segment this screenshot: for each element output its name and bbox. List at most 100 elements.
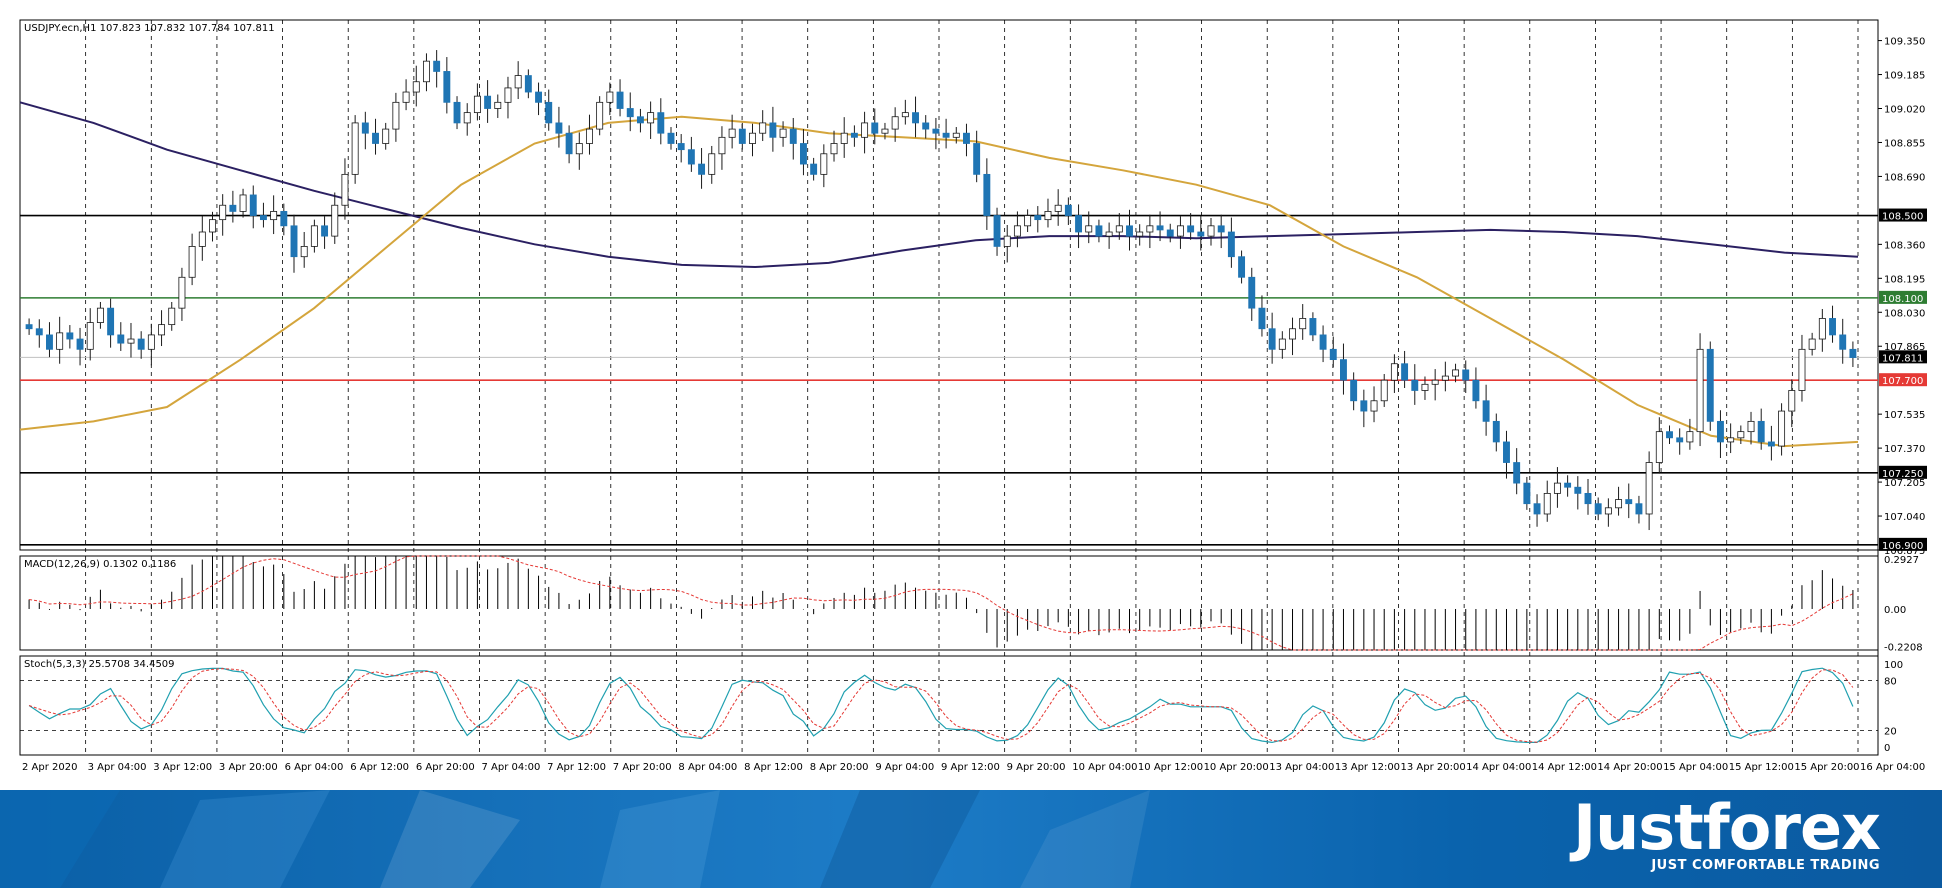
candle — [1136, 231, 1144, 237]
y-tick-label: 108.195 — [1884, 274, 1925, 285]
candle — [861, 122, 869, 138]
x-tick-label: 3 Apr 12:00 — [153, 762, 212, 773]
candle — [891, 116, 899, 130]
candle — [667, 132, 675, 144]
candle — [596, 101, 604, 130]
candle — [423, 60, 430, 83]
x-tick-label: 8 Apr 20:00 — [810, 762, 869, 773]
x-tick-label: 10 Apr 04:00 — [1072, 762, 1137, 773]
current-price-label: 107.811 — [1882, 353, 1923, 364]
candle — [310, 225, 318, 247]
candle — [738, 128, 746, 144]
candle — [1492, 420, 1500, 443]
candle — [759, 122, 767, 134]
candle — [1778, 410, 1786, 447]
candle — [1666, 431, 1673, 439]
candle — [1798, 348, 1806, 391]
candle — [1533, 503, 1541, 515]
candle — [1299, 318, 1307, 330]
x-tick-label: 10 Apr 20:00 — [1204, 762, 1269, 773]
symbol-header: USDJPY.ecn,H1 107.823 107.832 107.784 10… — [24, 23, 275, 34]
candle — [1370, 400, 1378, 412]
x-tick-label: 3 Apr 20:00 — [219, 762, 278, 773]
candle — [1278, 338, 1286, 350]
candle — [188, 246, 196, 278]
candle — [1727, 437, 1735, 443]
candle — [1085, 225, 1093, 233]
candle — [1757, 420, 1765, 443]
candle — [473, 95, 481, 114]
candle — [107, 307, 115, 336]
candle — [1482, 400, 1490, 422]
level-label: 108.500 — [1882, 212, 1923, 223]
candle — [524, 75, 532, 93]
candle — [1207, 225, 1215, 237]
candle — [922, 122, 930, 130]
x-tick-label: 7 Apr 04:00 — [482, 762, 541, 773]
candle — [1584, 492, 1592, 505]
candle — [249, 194, 257, 216]
level-label: 106.900 — [1882, 541, 1923, 552]
candle — [137, 338, 145, 350]
candle — [1401, 363, 1409, 381]
stoch-y-tick: 80 — [1884, 677, 1897, 688]
main-pane — [19, 19, 1879, 551]
candle — [1309, 318, 1317, 336]
candle — [1044, 211, 1052, 221]
candle — [993, 215, 1001, 247]
candle — [749, 132, 756, 144]
candle — [912, 112, 919, 124]
candle — [952, 132, 960, 138]
candle — [1197, 231, 1205, 237]
candle — [1615, 499, 1623, 509]
candle — [810, 163, 818, 175]
candle — [76, 338, 84, 350]
candle — [1115, 225, 1123, 233]
x-tick-label: 3 Apr 04:00 — [88, 762, 147, 773]
candle — [117, 334, 125, 344]
candle — [1441, 375, 1449, 381]
candle — [239, 194, 247, 212]
candle — [687, 149, 695, 165]
y-tick-label: 107.535 — [1884, 410, 1925, 421]
x-tick-label: 15 Apr 04:00 — [1663, 762, 1728, 773]
candle — [168, 307, 176, 326]
candle — [636, 116, 644, 124]
candle — [1818, 318, 1826, 340]
macd-signal-line — [29, 555, 1854, 651]
y-tick-label: 108.690 — [1884, 172, 1925, 183]
candle — [850, 132, 858, 138]
candle — [1767, 441, 1775, 447]
candle — [1747, 420, 1755, 433]
candle — [698, 163, 706, 175]
candle — [331, 204, 339, 237]
candle — [178, 276, 186, 309]
x-tick-label: 14 Apr 20:00 — [1597, 762, 1662, 773]
candle — [942, 132, 950, 138]
candle — [86, 322, 94, 350]
macd-y-tick: -0.2208 — [1884, 643, 1923, 654]
candle — [1227, 231, 1235, 258]
candle — [1013, 225, 1021, 237]
x-tick-label: 7 Apr 20:00 — [613, 762, 672, 773]
candle — [728, 128, 736, 138]
candle — [545, 101, 553, 124]
level-tag — [1879, 373, 1927, 387]
macd-label: MACD(12,26,9) 0.1302 0.1186 — [24, 559, 176, 570]
candle — [443, 71, 451, 103]
candle — [1390, 363, 1398, 381]
y-tick-label: 107.205 — [1884, 478, 1925, 489]
candle — [341, 173, 349, 206]
candle — [1452, 369, 1459, 377]
candle — [147, 334, 155, 350]
candle — [626, 108, 634, 118]
level-tag — [1879, 290, 1927, 304]
candle — [1716, 420, 1724, 443]
stoch-y-tick: 20 — [1884, 726, 1897, 737]
candle — [1217, 225, 1225, 233]
candle — [901, 112, 909, 118]
candle — [382, 128, 390, 144]
candle — [229, 204, 237, 212]
candle — [361, 122, 369, 134]
candle — [565, 132, 573, 155]
